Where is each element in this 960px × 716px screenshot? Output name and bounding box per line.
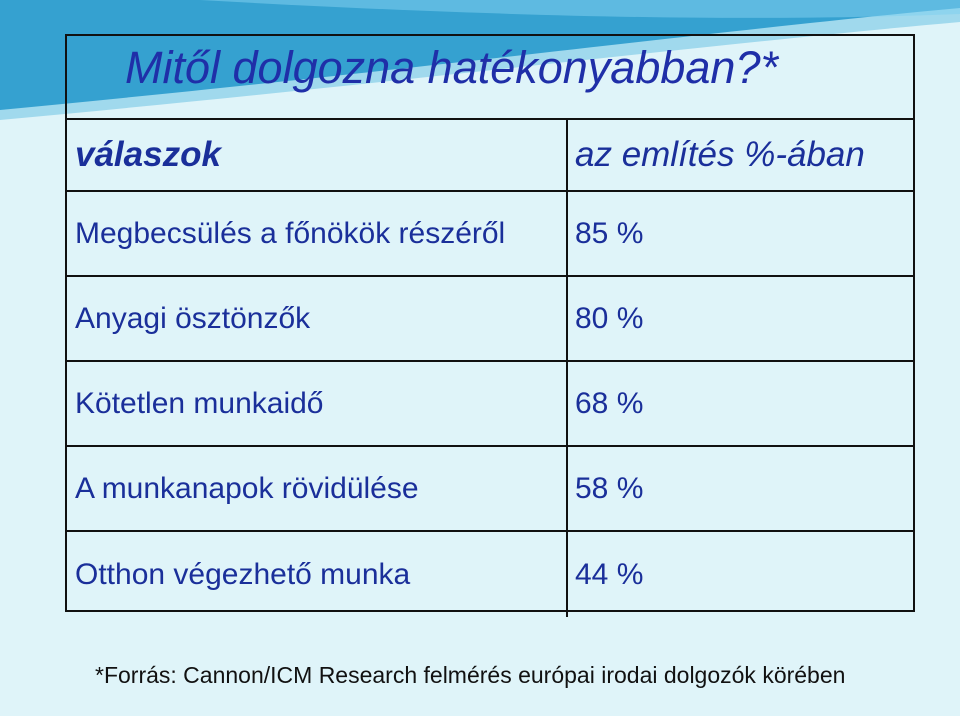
table-row: Otthon végezhető munka 44 % bbox=[67, 532, 913, 617]
slide-title: Mitől dolgozna hatékonyabban?* bbox=[125, 42, 778, 93]
answer-cell: Megbecsülés a főnökök részéről bbox=[75, 216, 506, 250]
column-header-answers: válaszok bbox=[75, 135, 221, 174]
answer-cell: A munkanapok rövidülése bbox=[75, 471, 419, 505]
percent-cell: 44 % bbox=[566, 532, 913, 617]
table-row: Anyagi ösztönzők 80 % bbox=[67, 277, 913, 362]
table-row: Kötetlen munkaidő 68 % bbox=[67, 362, 913, 447]
answer-cell: Anyagi ösztönzők bbox=[75, 301, 311, 335]
table-row: Megbecsülés a főnökök részéről 85 % bbox=[67, 192, 913, 277]
title-row: Mitől dolgozna hatékonyabban?* bbox=[67, 36, 913, 120]
answer-cell: Kötetlen munkaidő bbox=[75, 386, 324, 420]
table-row: A munkanapok rövidülése 58 % bbox=[67, 447, 913, 532]
results-table: Mitől dolgozna hatékonyabban?* válaszok … bbox=[65, 34, 915, 617]
percent-cell: 68 % bbox=[566, 362, 913, 445]
table-header-row: válaszok az említés %-ában bbox=[67, 120, 913, 192]
percent-cell: 80 % bbox=[566, 277, 913, 360]
column-header-percent: az említés %-ában bbox=[566, 120, 913, 190]
answer-cell: Otthon végezhető munka bbox=[75, 557, 411, 591]
decorative-swoosh bbox=[0, 0, 960, 120]
percent-cell: 85 % bbox=[566, 192, 913, 275]
source-footnote: *Forrás: Cannon/ICM Research felmérés eu… bbox=[95, 662, 846, 688]
percent-cell: 58 % bbox=[566, 447, 913, 530]
